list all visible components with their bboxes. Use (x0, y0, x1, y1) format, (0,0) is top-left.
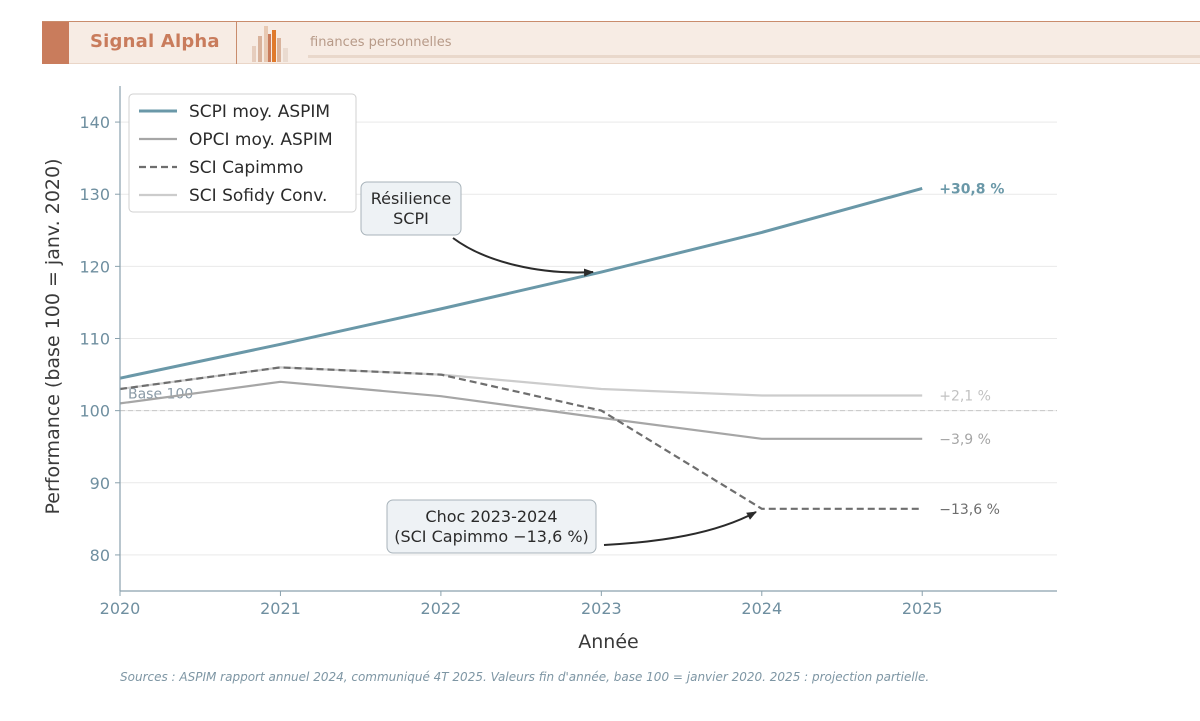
legend-label: OPCI moy. ASPIM (189, 130, 333, 150)
x-tick-label: 2024 (741, 599, 782, 618)
annotation-arrow (452, 237, 594, 277)
series-end-label: +2,1 % (939, 388, 991, 404)
annotation-text: Choc 2023-2024 (425, 507, 557, 526)
y-tick-label: 80 (90, 546, 110, 565)
y-tick-label: 90 (90, 474, 110, 493)
x-tick-label: 2023 (581, 599, 622, 618)
legend-label: SCPI moy. ASPIM (189, 102, 330, 122)
tagline: finances personnelles (310, 35, 452, 50)
reference-line-label: Base 100 (128, 387, 193, 403)
series-end-label: −13,6 % (939, 502, 1000, 518)
bar-chart-logo-icon (252, 26, 288, 62)
y-axis-title: Performance (base 100 = janv. 2020) (42, 158, 64, 514)
legend-box (128, 93, 357, 213)
annotation-box (360, 181, 462, 236)
banner-rule (308, 55, 1200, 58)
header-banner: Signal Alpha finances personnelles (42, 21, 1200, 64)
annotation-text: Résilience (371, 189, 452, 208)
annotation-arrow (603, 511, 757, 546)
annotation-text: SCPI (393, 209, 429, 228)
series-line (119, 380, 923, 440)
brand-swatch (42, 22, 69, 64)
sources-caption: Sources : ASPIM rapport annuel 2024, com… (120, 670, 930, 684)
series-end-label: −3,9 % (939, 432, 991, 448)
series-line (119, 366, 923, 510)
series-line (119, 366, 923, 397)
annotation-text: (SCI Capimmo −13,6 %) (394, 527, 589, 546)
series-end-label: +30,8 % (939, 181, 1004, 197)
brand-name: Signal Alpha (90, 31, 220, 52)
x-tick-label: 2025 (902, 599, 943, 618)
x-axis-title: Année (578, 631, 638, 653)
x-tick-label: 2022 (421, 599, 462, 618)
x-tick-label: 2020 (100, 599, 141, 618)
y-tick-label: 120 (79, 257, 110, 276)
series-line (119, 186, 923, 380)
x-tick-label: 2021 (260, 599, 301, 618)
y-tick-label: 100 (79, 402, 110, 421)
y-tick-label: 130 (79, 185, 110, 204)
y-tick-label: 140 (79, 113, 110, 132)
legend-label: SCI Capimmo (189, 158, 303, 178)
banner-divider (236, 22, 237, 64)
annotation-box (386, 499, 597, 554)
legend-label: SCI Sofidy Conv. (189, 186, 327, 206)
y-tick-label: 110 (79, 330, 110, 349)
